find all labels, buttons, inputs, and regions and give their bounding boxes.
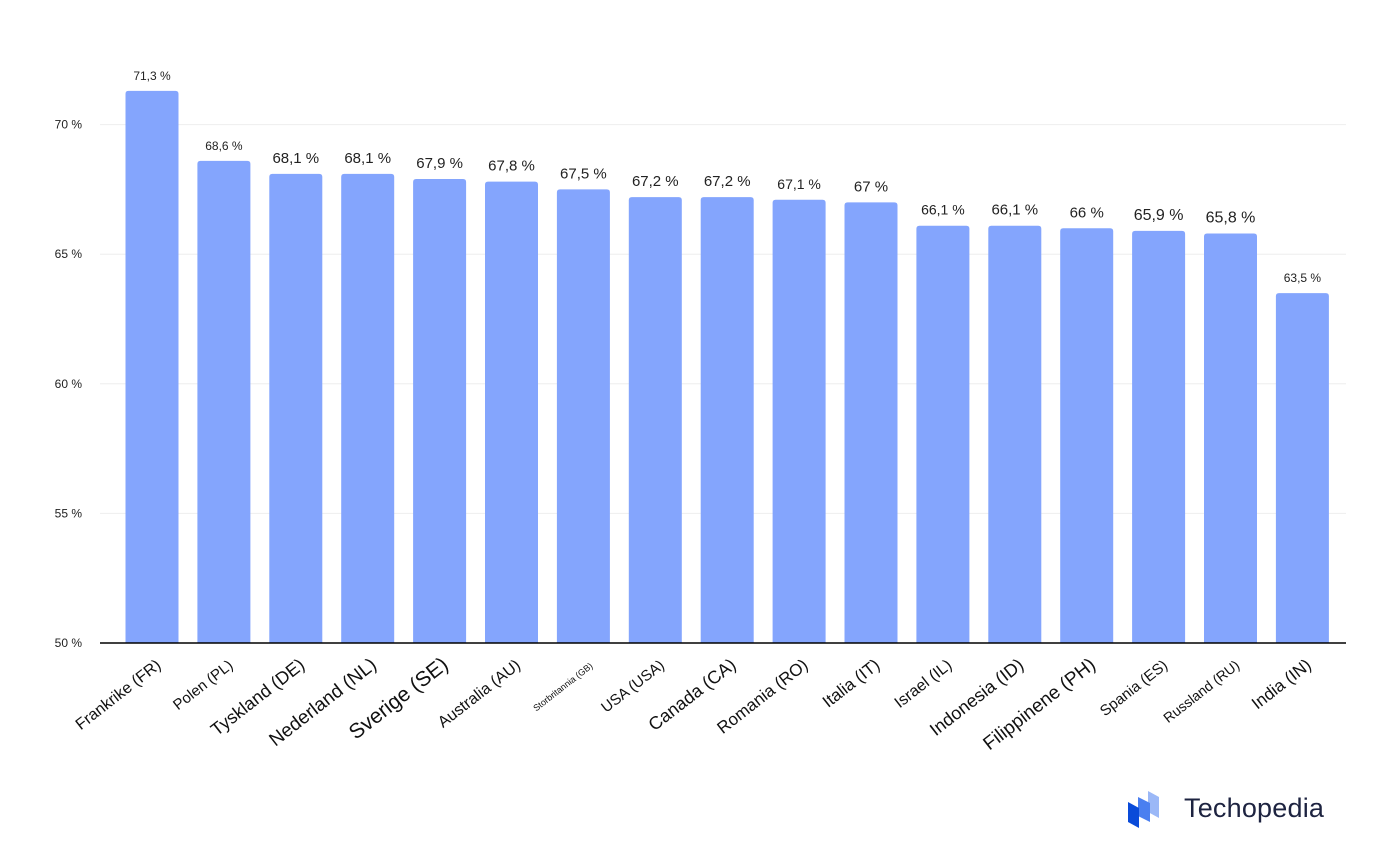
data-label: 68,1 % bbox=[272, 150, 319, 167]
bar-series bbox=[125, 90, 1329, 644]
logo-text: Techopedia bbox=[1184, 792, 1325, 823]
y-tick-label: 65 % bbox=[55, 247, 83, 261]
data-label: 67,9 % bbox=[416, 155, 463, 172]
data-label: 71,3 % bbox=[133, 69, 171, 83]
y-axis: 50 % 55 % 60 % 65 % 70 % bbox=[55, 118, 83, 650]
data-labels: 71,3 % 68,6 % 68,1 % 68,1 % 67,9 % 67,8 % 67,5… bbox=[133, 69, 1321, 285]
data-label: 67,5 % bbox=[560, 165, 607, 182]
data-label: 65,8 % bbox=[1206, 209, 1256, 226]
y-tick-label: 60 % bbox=[55, 377, 83, 391]
bar bbox=[1204, 233, 1257, 644]
x-tick-label: Spania (ES) bbox=[1097, 657, 1171, 720]
x-tick-label: India (IN) bbox=[1248, 655, 1315, 713]
bar bbox=[485, 181, 538, 643]
x-tick-label: Storbritannia (GB) bbox=[531, 661, 594, 714]
bar bbox=[341, 173, 395, 643]
x-tick-label: Italia (IT) bbox=[819, 655, 884, 711]
x-tick-label: Russland (RU) bbox=[1160, 657, 1242, 726]
data-label: 68,6 % bbox=[205, 139, 243, 153]
bar bbox=[1275, 293, 1329, 643]
bar bbox=[1060, 228, 1114, 643]
x-tick-label: Israel (IL) bbox=[892, 657, 956, 712]
data-label: 68,1 % bbox=[344, 150, 391, 167]
bar bbox=[916, 225, 970, 644]
data-label: 67,8 % bbox=[488, 158, 535, 175]
data-label: 63,5 % bbox=[1284, 271, 1322, 285]
data-label: 67,2 % bbox=[632, 173, 679, 190]
y-tick-label: 70 % bbox=[55, 118, 83, 132]
bar bbox=[413, 179, 467, 644]
data-label: 66,1 % bbox=[991, 202, 1038, 219]
data-label: 67,1 % bbox=[777, 176, 821, 192]
x-tick-label: Frankrike (FR) bbox=[73, 657, 165, 734]
bar bbox=[844, 202, 898, 644]
data-label: 66,1 % bbox=[921, 202, 965, 218]
bar bbox=[269, 173, 323, 643]
data-label: 67 % bbox=[854, 178, 888, 195]
bar bbox=[700, 197, 754, 643]
y-tick-label: 50 % bbox=[55, 636, 83, 650]
bar bbox=[1132, 230, 1186, 643]
data-label: 66 % bbox=[1070, 204, 1104, 221]
bar bbox=[628, 197, 682, 643]
bar bbox=[988, 225, 1042, 644]
techopedia-logo-icon bbox=[1128, 791, 1159, 828]
bar bbox=[556, 189, 610, 643]
data-label: 65,9 % bbox=[1134, 207, 1184, 224]
y-tick-label: 55 % bbox=[55, 506, 83, 520]
bar bbox=[772, 199, 826, 643]
x-axis: Frankrike (FR) Polen (PL)Tyskland (DE)Ned… bbox=[73, 653, 1315, 755]
techopedia-logo: Techopedia bbox=[1126, 786, 1324, 830]
data-label: 67,2 % bbox=[704, 173, 751, 190]
bar bbox=[125, 90, 179, 644]
bar bbox=[197, 160, 251, 643]
x-tick-label: USA (USA) bbox=[598, 657, 668, 717]
x-tick-label: Polen (PL) bbox=[170, 657, 236, 714]
